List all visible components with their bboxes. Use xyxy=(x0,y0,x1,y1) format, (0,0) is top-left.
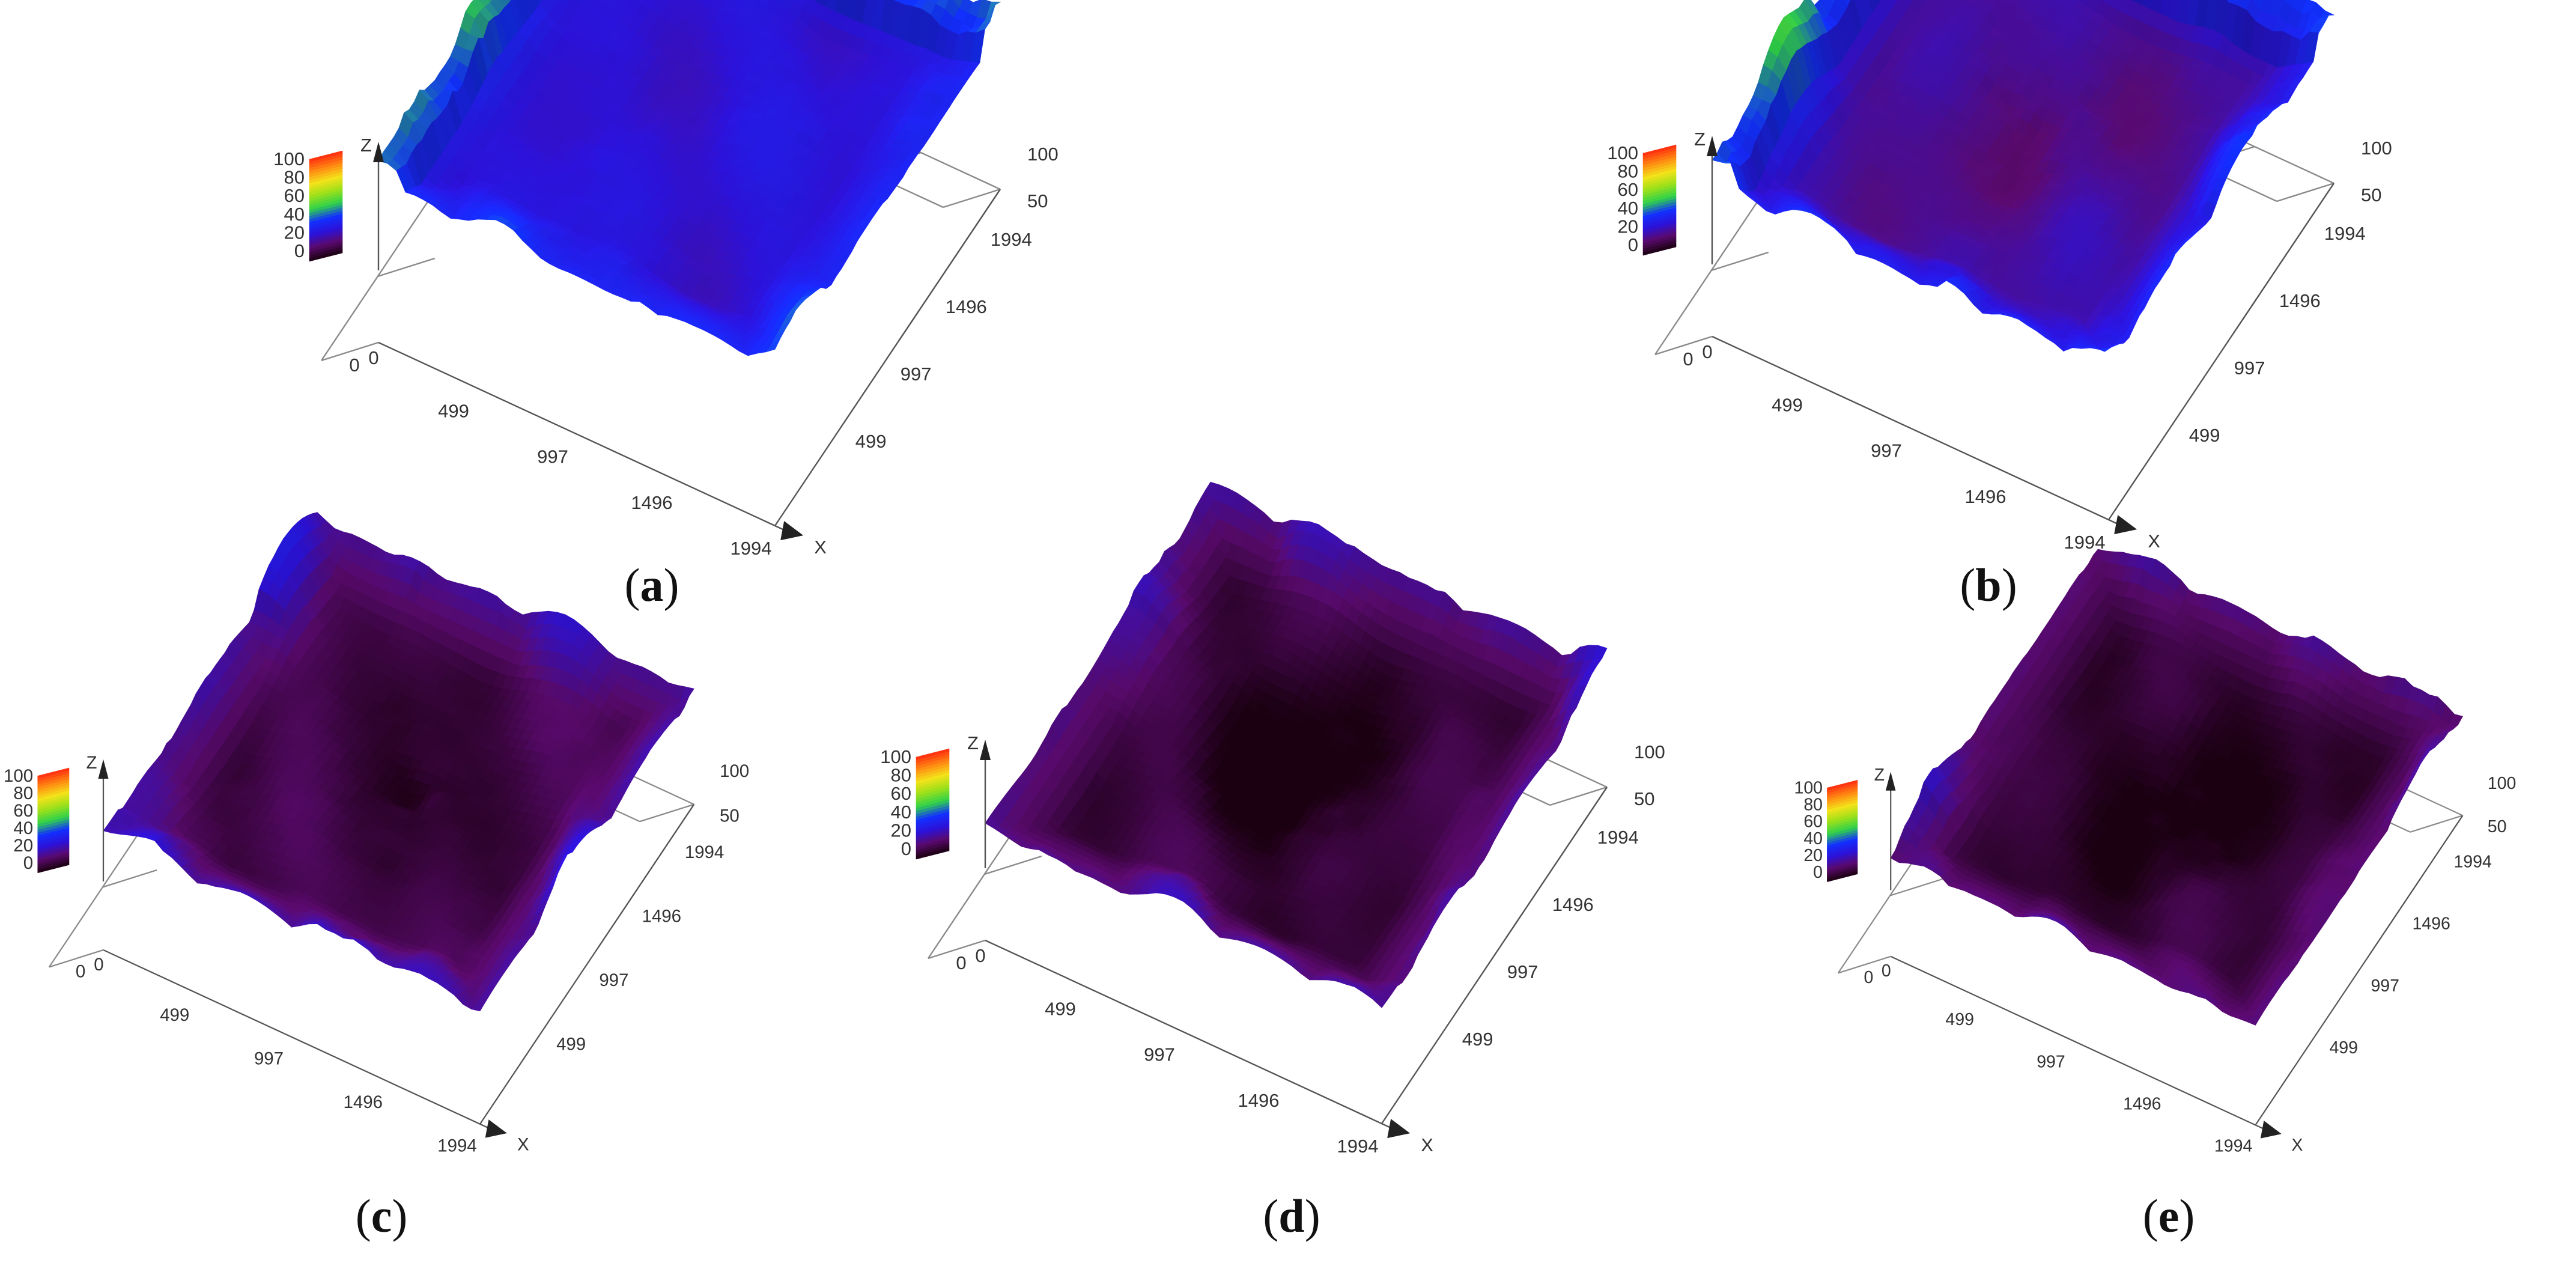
z-tick-label: 50 xyxy=(1027,190,1048,212)
surface xyxy=(378,0,1001,356)
colorbar-tick-label: 0 xyxy=(1628,234,1638,255)
caption-a: (a) xyxy=(625,559,679,611)
z-origin-label: 0 xyxy=(1702,341,1712,362)
caption-b: (b) xyxy=(1960,559,2017,611)
z-axis-arrow xyxy=(1707,136,1718,156)
x-tick-label: 499 xyxy=(1772,394,1803,415)
x-tick-label: 0 xyxy=(1683,348,1693,370)
caption-close: ) xyxy=(2002,559,2017,611)
y-tick-label: 499 xyxy=(2189,425,2220,446)
colorbar-tick-label: 0 xyxy=(294,240,305,261)
caption-open: ( xyxy=(1960,559,1975,611)
x-axis-line xyxy=(1712,335,2117,525)
z-tick-label: 100 xyxy=(1027,144,1059,165)
caption-label: b xyxy=(1975,559,2001,611)
x-tick-label: 1496 xyxy=(631,492,673,513)
x-tick-label: 1496 xyxy=(1965,486,2006,507)
x-axis-label: X xyxy=(814,537,827,558)
caption-text: (a) xyxy=(625,559,679,611)
y-tick-label: 499 xyxy=(855,431,887,452)
z-axis-label: Z xyxy=(360,135,372,156)
caption-open: ( xyxy=(625,559,640,611)
grid-line xyxy=(943,188,1001,208)
x-axis-line xyxy=(378,341,783,531)
z-tick-label: 100 xyxy=(2361,138,2392,159)
x-tick-label: 0 xyxy=(349,355,359,376)
grid-line xyxy=(639,803,694,823)
grid-line xyxy=(102,869,157,888)
grid-line xyxy=(321,341,379,362)
caption-text: (b) xyxy=(1960,559,2017,611)
x-axis-arrow xyxy=(2114,515,2137,535)
grid-line xyxy=(1711,251,1769,272)
grid-line xyxy=(2276,182,2334,202)
y-tick-label: 1994 xyxy=(2324,223,2366,244)
z-axis-label: Z xyxy=(1694,129,1706,150)
caption-close: ) xyxy=(664,559,679,611)
x-tick-label: 1994 xyxy=(731,538,772,559)
x-tick-label: 499 xyxy=(438,400,469,421)
x-axis-label: X xyxy=(2148,531,2160,552)
z-origin-label: 0 xyxy=(368,347,378,368)
x-axis-arrow xyxy=(780,521,804,541)
y-tick-label: 1994 xyxy=(991,229,1032,250)
y-tick-label: 997 xyxy=(901,364,932,385)
x-tick-label: 997 xyxy=(1871,440,1902,461)
y-tick-label: 1496 xyxy=(2279,290,2321,311)
surface xyxy=(1712,0,2335,352)
caption-label: a xyxy=(640,559,664,611)
x-tick-label: 997 xyxy=(537,446,568,467)
z-axis-arrow xyxy=(373,142,384,162)
y-tick-label: 997 xyxy=(2234,358,2265,379)
z-tick-label: 50 xyxy=(2361,184,2381,205)
y-tick-label: 1496 xyxy=(946,296,987,317)
grid-line xyxy=(377,257,436,278)
